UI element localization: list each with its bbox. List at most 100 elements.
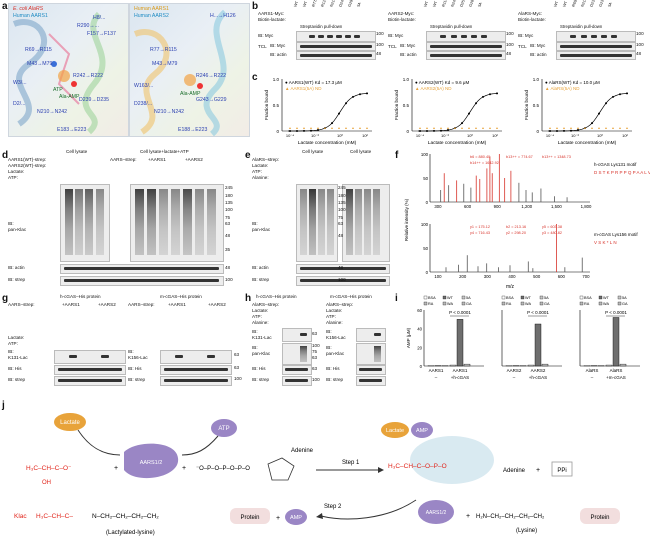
panel-b-letter: b (252, 1, 259, 12)
i-ylabel: AMP (μM) (406, 327, 411, 348)
f-annotation: y5 = 603.38 (542, 225, 562, 229)
b-row-label: AARS2-Myc: (388, 11, 415, 16)
c-wt-point (577, 129, 579, 132)
f-annotation: y1 = 175.12 (470, 225, 490, 229)
b-lane-label: D251A (459, 0, 468, 8)
lactyl-amp-chem: H₃C–CH–C–O–P–O (388, 463, 447, 470)
structure-right-title2: Human AARS2 (134, 13, 169, 19)
c-5a-point (345, 127, 347, 129)
b-band (570, 35, 577, 38)
g-strep-blot-right (160, 376, 232, 386)
c-5a-point (324, 127, 326, 129)
h-ib-r: IB: His (326, 366, 340, 371)
b-ib-label: IB: Myc (270, 43, 286, 48)
c-wt-point (303, 129, 305, 132)
d-ib2: IB: actin (8, 265, 25, 270)
i-legend-swatch (539, 301, 544, 306)
c-xtick: 10⁻⁴ (286, 133, 295, 138)
panel-g-letter: g (2, 293, 9, 304)
lactyl-lysine-label: (Lactylated-lysine) (106, 530, 155, 536)
panel-e-letter: e (245, 150, 251, 161)
g-strep-blot-left (54, 376, 126, 386)
lactate-blob-2 (381, 422, 409, 438)
i-bar (449, 364, 457, 367)
f-ytick: 50 (423, 176, 428, 181)
lactate-oh: OH (42, 480, 51, 486)
c-5a-point (591, 127, 593, 129)
enzyme-left-label: AARS1/2 (140, 460, 163, 466)
enzyme-right-shape (418, 500, 454, 524)
c-xtick: 10⁻² (441, 133, 450, 138)
amp-bar-chart: BSA WT 5A RA WA GA 60 40 20 0 AMP (μM) P < 0.0001 AA… (406, 295, 640, 380)
g-row1: AARS–strep: (8, 302, 35, 307)
panel-j-letter: j (2, 400, 5, 411)
res-label: Ala-AMP (59, 94, 80, 100)
c-wt-point (447, 129, 449, 132)
res-label: M43→M79 (27, 61, 53, 67)
b-tcl-actin-blot (426, 51, 506, 60)
c-legend-wt: ● AARS1(WT) Kd = 17.3 μM (285, 80, 342, 85)
d-sub-a: +AARS1 (148, 157, 166, 162)
c-5a-point (563, 127, 565, 129)
i-bar (527, 364, 535, 367)
structure-left-image: E. coli AlaRS Human AARS1 R69→R115 M43→M… (8, 3, 129, 137)
b-band (430, 45, 502, 48)
e-actin-blot (296, 264, 390, 274)
i-legend-swatch (442, 295, 447, 300)
c-wt-point (352, 95, 354, 98)
c-5a-point (433, 127, 435, 129)
h-kda: 63 (312, 355, 318, 360)
c-5a-point (626, 127, 628, 129)
b-lane-label: R115A (441, 0, 450, 8)
c-wt-curve (418, 93, 499, 132)
i-legend-label: GA (466, 302, 472, 306)
b-kda: 100 (636, 31, 644, 36)
b-kda: 100 (376, 42, 384, 47)
d-kda: 35 (225, 247, 231, 252)
b-band (471, 35, 478, 38)
b-pulldown-blot (426, 31, 506, 42)
i-legend-label: WT (525, 296, 532, 300)
h-row-r: ATP: (326, 314, 336, 319)
res-label: F157→F137 (87, 31, 116, 37)
c-wt-point (598, 112, 600, 115)
i-bar-minus (512, 365, 520, 367)
c-ylabel: Fraction bound (394, 89, 399, 120)
e-row: Alanine: (252, 175, 269, 180)
b-ib-label: IB: Myc (388, 33, 404, 38)
b-lane-label: R124A (320, 0, 329, 8)
g-row1a: +AARS1 (62, 302, 80, 307)
i-bar-minus (597, 365, 605, 367)
f-xtick: 300 (484, 274, 492, 279)
c-wt-point (468, 112, 470, 115)
c-5a-point (317, 127, 319, 129)
g-ib-r: IB: strep (128, 377, 146, 382)
i-ytick: 0 (420, 364, 423, 369)
plus-3: + (536, 467, 540, 474)
e-ib2: IB: actin (252, 265, 269, 270)
i-bar-minus (441, 365, 449, 367)
res-label: W3/... (13, 80, 27, 86)
b-tcl-label: TCL (388, 44, 397, 49)
res-label: R246→R222 (196, 73, 226, 79)
g-header-2: m-cGAS–His protein (160, 294, 202, 299)
c-ytick: 0 (536, 129, 539, 134)
i-legend-label: 5A (466, 296, 471, 300)
f-motif-seq: D S T K P R P P Q P A A L V K (594, 170, 650, 175)
c-5a-point (359, 127, 361, 129)
curved-arrow-left (77, 429, 121, 456)
b-tcl-myc-blot (426, 42, 506, 51)
c-5a-point (366, 127, 368, 129)
e-blot-right (342, 184, 390, 262)
h-kda: 100 (312, 343, 320, 348)
klac-chain: N–CH₂–CH₂–CH₂–CH₂ (92, 513, 159, 520)
i-legend-label: 5A (622, 296, 627, 300)
c-legend-wt: ● AlaRS(WT) Kd = 10.0 μM (545, 80, 600, 85)
d-row: ATP: (8, 175, 18, 180)
c-wt-point (496, 92, 498, 95)
i-legend-swatch (501, 301, 506, 306)
h-ib-r: K156-Lac (326, 335, 346, 340)
h-row: AlaRS–strep: (252, 302, 280, 307)
structure-left-title2: Human AARS1 (13, 13, 48, 19)
g-kda: 100 (234, 376, 242, 381)
